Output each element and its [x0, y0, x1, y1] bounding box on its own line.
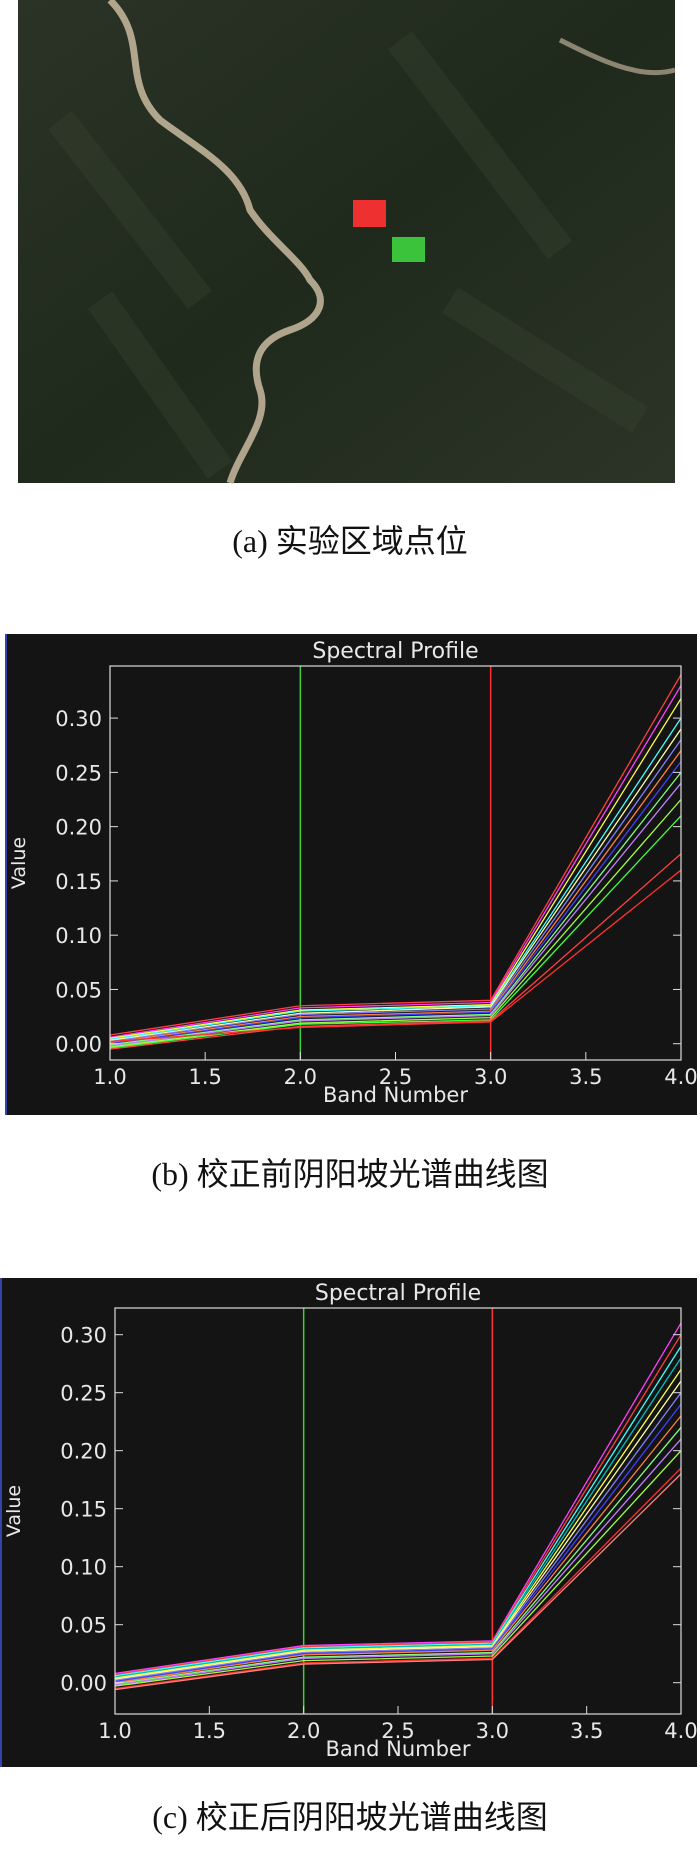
y-tick-label: 0.20: [55, 816, 102, 840]
spectral-line: [109, 750, 682, 1044]
spectral-line: [109, 674, 682, 1036]
y-tick-label: 0.15: [60, 1498, 107, 1522]
spectral-line: [114, 1369, 682, 1679]
spectral-line: [114, 1450, 682, 1687]
spectral-line: [114, 1322, 682, 1675]
y-tick-label: 0.10: [60, 1556, 107, 1580]
spectral-line: [109, 815, 682, 1049]
spectral-line: [109, 869, 682, 1043]
chart-title: Spectral Profile: [312, 639, 478, 664]
spectral-line: [109, 761, 682, 1045]
x-tick-label: 3.5: [570, 1719, 603, 1743]
spectral-line: [109, 698, 682, 1039]
x-tick-label: 1.0: [93, 1065, 126, 1089]
satellite-image: [18, 0, 676, 485]
x-axis-label: Band Number: [323, 1083, 468, 1107]
y-tick-label: 0.30: [60, 1324, 107, 1348]
spectral-line: [114, 1334, 682, 1676]
spectral-line: [114, 1415, 682, 1684]
caption: (c) 校正后阴阳坡光谱曲线图: [152, 1799, 548, 1835]
x-tick-label: 3.0: [476, 1719, 509, 1743]
spectral-line: [114, 1473, 682, 1691]
y-tick-label: 0.25: [55, 761, 102, 785]
spectral-line: [109, 717, 682, 1041]
spectral-line: [109, 685, 682, 1038]
spectral-line: [114, 1427, 682, 1685]
y-tick-label: 0.05: [55, 978, 102, 1002]
x-tick-label: 4.0: [664, 1719, 697, 1743]
spectral-line: [109, 782, 682, 1047]
caption: (a) 实验区域点位: [232, 523, 468, 559]
y-axis-label: Value: [8, 837, 30, 889]
x-tick-label: 2.5: [381, 1719, 414, 1743]
y-tick-label: 0.00: [55, 1033, 102, 1057]
y-axis-label: Value: [3, 1485, 25, 1537]
spectral-line: [109, 739, 682, 1043]
x-tick-label: 2.5: [379, 1065, 412, 1089]
y-tick-label: 0.00: [60, 1672, 107, 1696]
y-tick-label: 0.05: [60, 1614, 107, 1638]
spectral-line: [114, 1357, 682, 1678]
spectral-line: [114, 1438, 682, 1686]
spectral-line: [114, 1380, 682, 1680]
y-tick-label: 0.20: [60, 1440, 107, 1464]
y-tick-label: 0.15: [55, 870, 102, 894]
spectral-line: [114, 1403, 682, 1683]
chart-background: [5, 634, 697, 1115]
y-tick-label: 0.10: [55, 924, 102, 948]
x-tick-label: 2.0: [287, 1719, 320, 1743]
spectral-line: [114, 1467, 682, 1690]
x-tick-label: 2.0: [284, 1065, 317, 1089]
x-tick-label: 1.0: [98, 1719, 131, 1743]
red-sample-point: [353, 200, 386, 227]
x-tick-label: 3.5: [569, 1065, 602, 1089]
caption: (b) 校正前阴阳坡光谱曲线图: [151, 1156, 548, 1192]
x-tick-label: 1.5: [188, 1065, 221, 1089]
spectral-line: [109, 728, 682, 1042]
x-tick-label: 3.0: [474, 1065, 507, 1089]
green-sample-point: [392, 237, 425, 262]
x-tick-label: 4.0: [664, 1065, 697, 1089]
spectral-line: [114, 1392, 682, 1682]
spectral-line: [114, 1345, 682, 1677]
y-tick-label: 0.30: [55, 707, 102, 731]
x-axis-label: Band Number: [326, 1737, 471, 1761]
x-tick-label: 1.5: [193, 1719, 226, 1743]
chart-title: Spectral Profile: [315, 1281, 481, 1306]
chart: 1.0 1.5 2.0 2.5 3.0 3.5 4.0 0.00 0.05 0.10 0.15 0.2…: [0, 1278, 698, 1767]
y-tick-label: 0.25: [60, 1382, 107, 1406]
spectral-line: [109, 771, 682, 1046]
chart: 1.0 1.5 2.0 2.5 3.0 3.5 4.0 0.00 0.05 0.10 0.15 0.2…: [5, 634, 698, 1115]
spectral-line: [109, 853, 682, 1050]
